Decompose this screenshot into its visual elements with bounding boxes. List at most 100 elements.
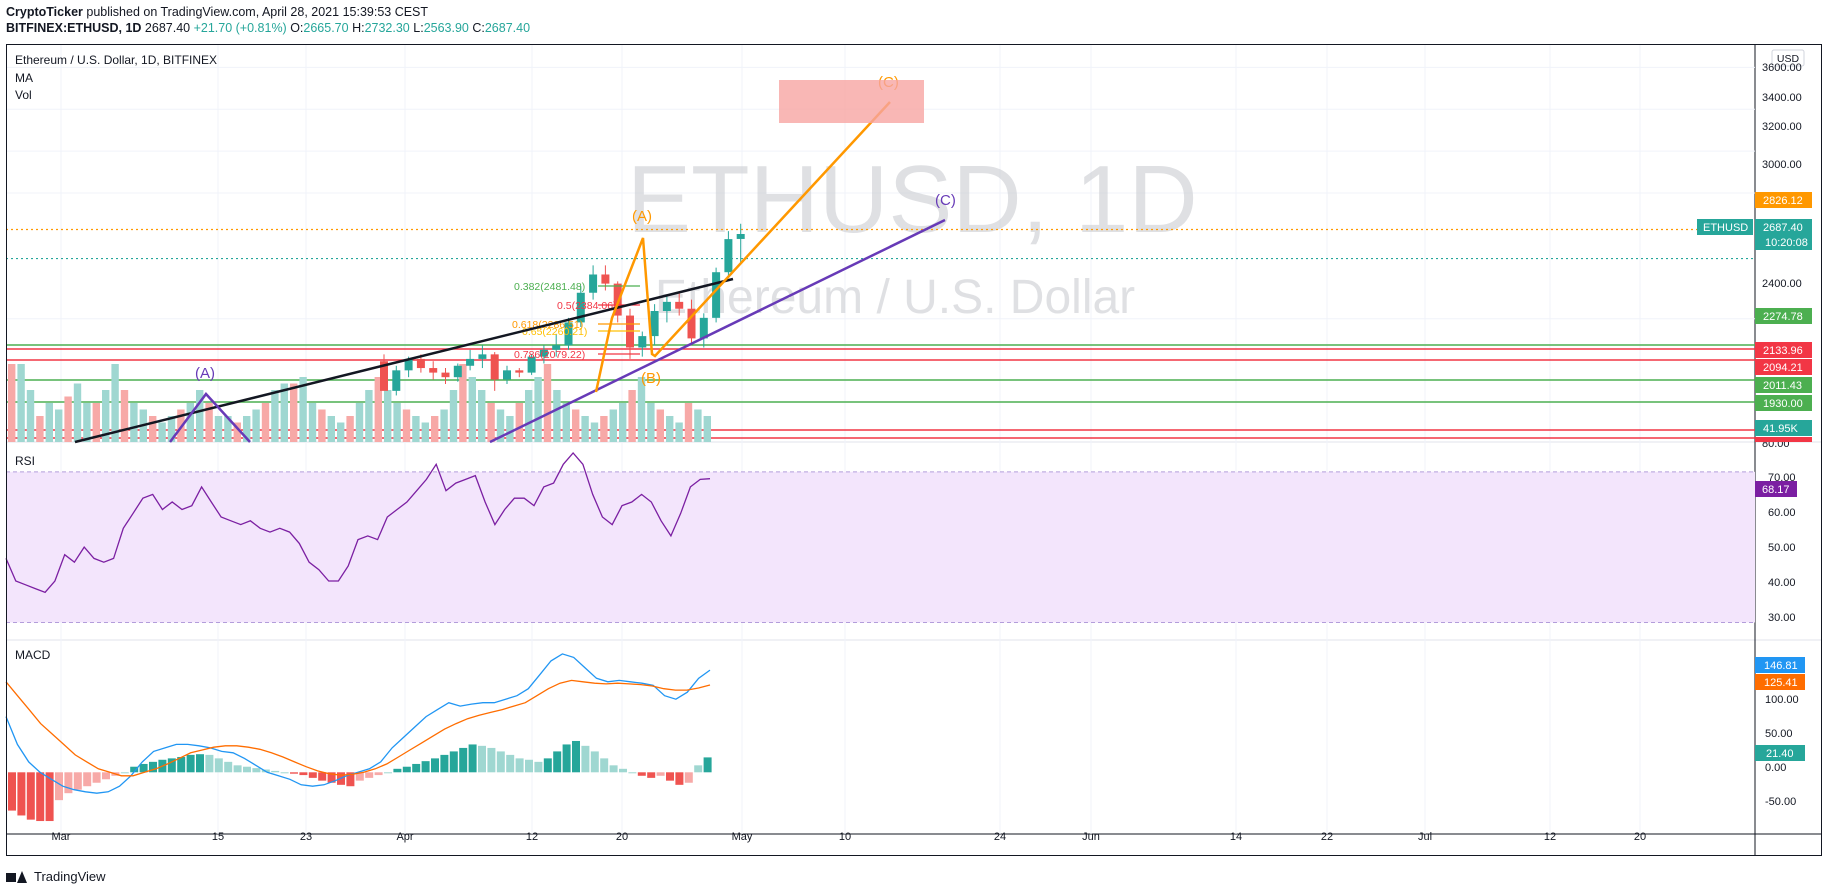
volume-bar <box>468 377 476 442</box>
volume-bar <box>449 390 458 442</box>
legend-title: Ethereum / U.S. Dollar, 1D, BITFINEX <box>15 53 217 67</box>
macd-histogram-bar <box>355 772 364 781</box>
candle-body <box>490 354 499 380</box>
rsi-label[interactable]: RSI <box>15 454 35 468</box>
macd-pane[interactable] <box>5 653 712 822</box>
price-pane[interactable]: ETHUSD, 1D Ethereum / U.S. Dollar 0.382(… <box>6 74 1755 444</box>
volume-bar <box>17 364 25 442</box>
volume-bar <box>553 390 561 442</box>
macd-histogram-bar <box>120 772 129 774</box>
countdown-label: 10:20:08 <box>1765 237 1808 249</box>
signal-line <box>5 679 711 777</box>
candle-body <box>613 283 622 316</box>
macd-histogram-bar <box>290 772 298 774</box>
volume-bar <box>120 390 129 442</box>
fib-label: 0.382(2481.48) <box>514 281 585 293</box>
candle-body <box>638 336 647 348</box>
volume-bar <box>233 422 241 442</box>
macd-histogram-bar <box>346 772 355 787</box>
purple-wave-a <box>169 392 251 443</box>
volume-bar <box>487 403 495 442</box>
open-label: O: <box>290 21 304 35</box>
volume-bar <box>36 416 44 442</box>
volume-bar <box>337 422 345 442</box>
candle-body <box>392 370 401 391</box>
price-badge-label: 2274.78 <box>1763 311 1803 323</box>
macd-histogram-bar <box>478 745 486 773</box>
low-label: L: <box>413 21 424 35</box>
macd-tick: 100.00 <box>1765 694 1799 706</box>
macd-histogram-bar <box>600 758 609 773</box>
rsi-value-label: 68.17 <box>1762 484 1790 496</box>
legend-ma[interactable]: MA <box>15 71 33 85</box>
price-badge <box>1755 359 1812 375</box>
macd-histogram-bar <box>327 772 336 783</box>
price-badge <box>1755 377 1812 393</box>
volume-bar <box>280 383 288 442</box>
candle-body <box>380 361 388 391</box>
macd-histogram-bar <box>421 761 430 773</box>
candle-body <box>453 365 462 378</box>
close-value: 2687.40 <box>484 21 531 35</box>
volume-bar <box>308 403 317 442</box>
volume-bar <box>431 416 439 442</box>
macd-line <box>5 653 711 794</box>
legend-vol[interactable]: Vol <box>15 88 32 102</box>
macd-histogram-bar <box>8 772 16 811</box>
volume-bar <box>590 422 599 442</box>
macd-label[interactable]: MACD <box>15 648 51 662</box>
macd-histogram-bar <box>177 756 186 773</box>
open-value: 2665.70 <box>303 21 349 35</box>
price-tick: 3600.00 <box>1762 62 1802 74</box>
candle-body <box>662 301 671 311</box>
volume-bar <box>26 390 35 442</box>
price-badge-label: 1930.00 <box>1763 398 1803 410</box>
ohlc-line: BITFINEX:ETHUSD, 1D 2687.40 +21.70 (+0.8… <box>6 21 530 35</box>
volume-bar <box>214 416 223 442</box>
target-zone[interactable] <box>779 80 924 123</box>
macd-histogram-bar <box>224 761 233 773</box>
publisher-name[interactable]: CryptoTicker <box>6 5 83 19</box>
wave-drawings[interactable]: (A)(C)(A)(B)(C) <box>74 74 956 444</box>
currency-chip[interactable] <box>1771 49 1805 67</box>
volume-bar <box>703 416 711 442</box>
candle-body <box>441 372 450 378</box>
hist-value-badge <box>1755 745 1805 761</box>
volume-bar <box>327 416 335 442</box>
time-axis[interactable]: Mar 15 23 Apr 12 20 May 10 24 Jun 14 22 Jul 12 20 <box>52 831 1647 843</box>
published-text: published on TradingView.com, April 28, … <box>86 5 429 19</box>
volume-bar <box>666 416 674 442</box>
price-axis[interactable]: USD3600.003400.003200.003000.002400.0080… <box>1697 49 1812 808</box>
macd-histogram-bar <box>205 754 214 773</box>
candle-body <box>736 234 745 239</box>
orange-wave-b-label: (B) <box>641 370 661 387</box>
macd-value-badge <box>1755 657 1805 673</box>
volume-bar <box>205 403 213 442</box>
low-value: 2563.90 <box>423 21 469 35</box>
candle-body <box>724 239 733 273</box>
rsi-pane[interactable] <box>5 452 1755 623</box>
macd-histogram-bar <box>83 772 92 787</box>
rsi-tick: 60.00 <box>1768 507 1796 519</box>
macd-histogram-bar <box>186 754 195 773</box>
hist-value-label: 21.40 <box>1766 748 1794 760</box>
tradingview-footer[interactable]: TradingView <box>6 869 106 884</box>
volume-bar <box>346 416 354 442</box>
macd-histogram-bar <box>694 765 703 773</box>
macd-histogram-bar <box>45 772 54 822</box>
candle-body <box>466 358 475 366</box>
volume-bar <box>299 377 307 442</box>
macd-histogram-bar <box>449 751 458 773</box>
publish-line: CryptoTicker published on TradingView.co… <box>6 5 428 19</box>
macd-histogram-bar <box>36 772 45 822</box>
candle-body <box>404 358 413 371</box>
macd-histogram-bar <box>130 766 139 773</box>
volume-bar <box>130 403 138 442</box>
price-badge <box>1755 342 1812 358</box>
volume-bar <box>196 390 204 442</box>
macd-histogram-bar <box>675 772 684 785</box>
macd-histogram-bar <box>647 772 656 778</box>
price-badge-label: 2687.40 <box>1763 222 1803 234</box>
volume-bar <box>534 377 542 442</box>
